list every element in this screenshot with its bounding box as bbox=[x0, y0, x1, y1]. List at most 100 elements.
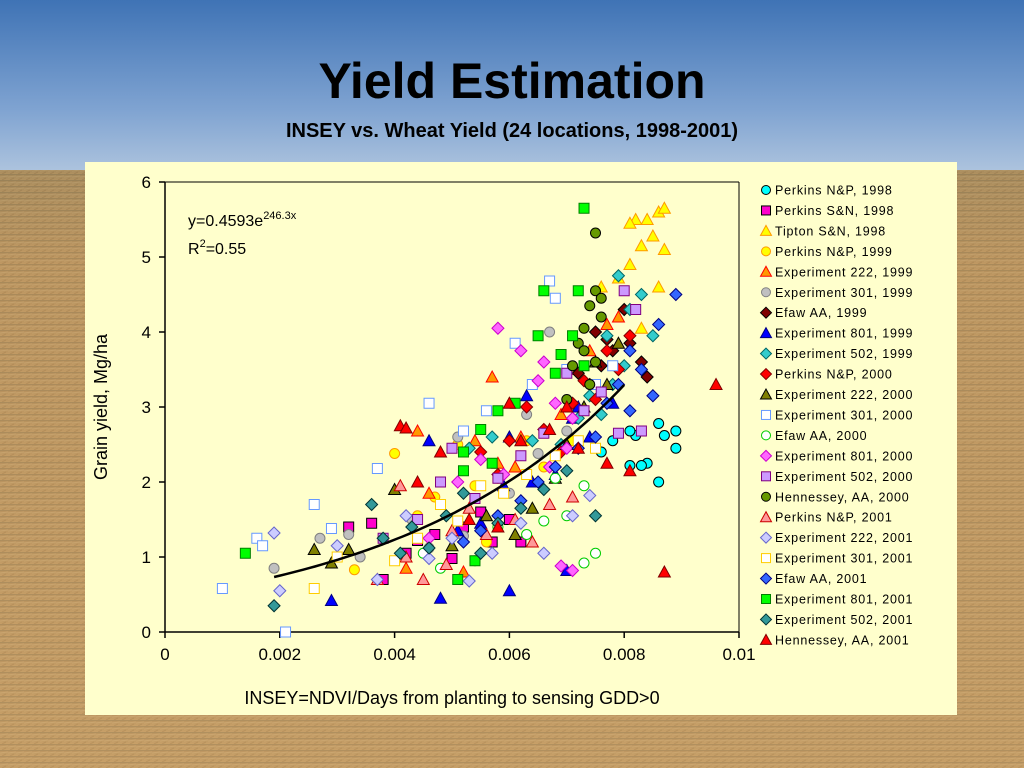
data-point bbox=[623, 463, 637, 477]
data-point bbox=[669, 287, 683, 302]
legend-marker bbox=[761, 287, 771, 298]
data-point bbox=[572, 285, 584, 297]
data-point bbox=[651, 279, 666, 293]
equation-label: y=0.4593e246.3x bbox=[188, 210, 297, 230]
y-tick-label: 6 bbox=[142, 173, 151, 192]
r-squared-base: R bbox=[188, 241, 200, 258]
data-point bbox=[561, 425, 573, 437]
data-point bbox=[389, 448, 401, 459]
x-tick-label: 0.002 bbox=[259, 645, 302, 664]
data-point bbox=[559, 399, 574, 413]
data-point bbox=[389, 555, 401, 567]
axis-ticks: 0 0.002 0.004 0.006 0.008 0.01 0 1 2 3 4 5 6 bbox=[142, 173, 756, 664]
legend-marker bbox=[761, 594, 771, 604]
data-point bbox=[399, 420, 413, 434]
data-point bbox=[491, 519, 505, 533]
data-point bbox=[623, 404, 637, 418]
data-point bbox=[433, 444, 448, 458]
legend-label: Experiment 801, 2000 bbox=[775, 449, 913, 463]
data-point bbox=[555, 349, 567, 360]
legend-marker bbox=[759, 265, 773, 277]
data-point bbox=[343, 529, 355, 540]
data-point bbox=[537, 355, 551, 369]
data-point bbox=[590, 356, 601, 368]
legend-marker bbox=[759, 613, 773, 626]
equation-exponent: 246.3x bbox=[263, 210, 297, 222]
data-point bbox=[653, 476, 665, 488]
data-point bbox=[594, 407, 608, 422]
data-point bbox=[646, 389, 660, 403]
data-point bbox=[590, 285, 601, 297]
data-point bbox=[439, 557, 454, 570]
data-point bbox=[537, 546, 551, 560]
data-point bbox=[634, 287, 649, 302]
data-point bbox=[588, 509, 603, 523]
legend-label: Hennessey, AA, 2000 bbox=[775, 490, 910, 504]
data-point bbox=[422, 551, 436, 566]
data-point bbox=[412, 514, 424, 525]
data-point bbox=[567, 360, 579, 372]
data-point bbox=[607, 360, 619, 372]
data-point bbox=[485, 430, 499, 444]
data-point bbox=[600, 456, 614, 469]
series-1 bbox=[595, 418, 682, 488]
data-point bbox=[670, 442, 682, 454]
data-point bbox=[618, 285, 630, 297]
legend-label: Tipton S&N, 1998 bbox=[775, 224, 886, 238]
data-point bbox=[371, 463, 383, 474]
legend-label: Perkins N&P, 2001 bbox=[775, 511, 893, 525]
data-point bbox=[519, 388, 534, 402]
data-point bbox=[565, 489, 580, 503]
data-point bbox=[399, 561, 413, 574]
data-points bbox=[216, 201, 723, 638]
data-point bbox=[475, 424, 487, 435]
legend-marker bbox=[761, 409, 771, 420]
data-point bbox=[514, 433, 528, 447]
data-point bbox=[473, 524, 488, 538]
data-point bbox=[485, 369, 500, 383]
legend-marker bbox=[761, 471, 771, 482]
data-point bbox=[646, 228, 660, 242]
data-point bbox=[640, 370, 654, 384]
data-point bbox=[348, 564, 360, 576]
scatter-chart: 0 0.002 0.004 0.006 0.008 0.01 0 1 2 3 4 5 6 y=0.459… bbox=[91, 173, 913, 708]
legend-label: Perkins S&N, 1998 bbox=[775, 204, 894, 218]
legend-marker bbox=[761, 553, 771, 564]
data-point bbox=[538, 515, 550, 527]
data-point bbox=[611, 269, 626, 283]
x-tick-label: 0.004 bbox=[373, 645, 416, 664]
legend-label: Experiment 301, 2001 bbox=[775, 552, 913, 566]
data-point bbox=[393, 546, 408, 560]
data-point bbox=[590, 227, 601, 239]
trendline bbox=[273, 384, 626, 579]
data-point bbox=[588, 325, 603, 339]
series-18 bbox=[267, 488, 597, 598]
legend-label: Perkins N&P, 2000 bbox=[775, 368, 893, 382]
data-point bbox=[565, 411, 580, 425]
data-point bbox=[578, 345, 590, 357]
series-14 bbox=[422, 321, 580, 578]
data-point bbox=[410, 423, 425, 437]
data-point bbox=[554, 559, 568, 573]
data-point bbox=[646, 329, 660, 343]
legend: Perkins N&P, 1998 Perkins S&N, 1998 Tipton… bbox=[759, 184, 913, 647]
data-point bbox=[525, 534, 540, 548]
data-point bbox=[502, 434, 517, 448]
data-point bbox=[422, 541, 436, 555]
data-point bbox=[578, 557, 590, 569]
data-point bbox=[588, 430, 603, 444]
data-point bbox=[308, 499, 320, 510]
data-point bbox=[578, 405, 590, 417]
data-point bbox=[502, 583, 517, 597]
data-point bbox=[509, 337, 521, 349]
y-axis-label: Grain yield, Mg/ha bbox=[91, 333, 111, 480]
data-point bbox=[267, 526, 281, 540]
data-point bbox=[515, 450, 527, 462]
data-point bbox=[583, 488, 597, 503]
data-point bbox=[515, 536, 527, 548]
data-point bbox=[531, 475, 545, 489]
equation-base: y=0.4593e bbox=[188, 213, 263, 230]
data-point bbox=[548, 460, 563, 474]
data-point bbox=[314, 532, 326, 544]
x-tick-label: 0.01 bbox=[722, 645, 755, 664]
